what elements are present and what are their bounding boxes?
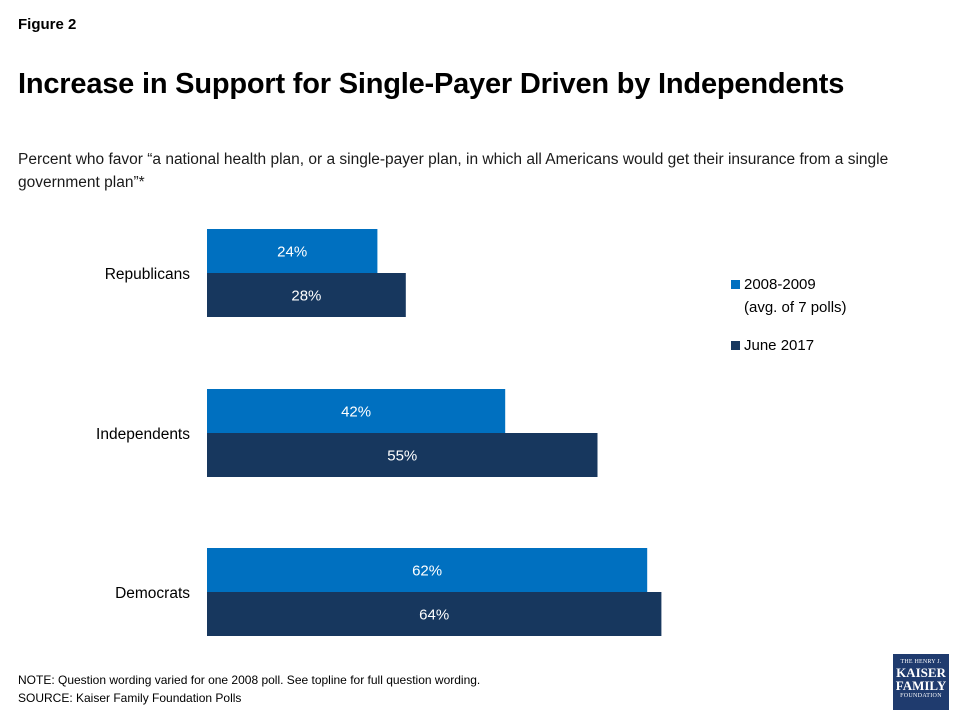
bar-democrats-series-2 bbox=[207, 592, 662, 636]
note-text: NOTE: Question wording varied for one 20… bbox=[18, 673, 481, 687]
logo-line-3: FAMILY bbox=[895, 678, 947, 693]
figure-label: Figure 2 bbox=[18, 16, 77, 33]
footnote: NOTE: Question wording varied for one 20… bbox=[18, 671, 480, 707]
bar-independents-series-1 bbox=[207, 389, 506, 433]
category-label-independents: Independents bbox=[96, 426, 190, 443]
legend-swatch-2 bbox=[731, 341, 740, 350]
legend-label-1-line-2: (avg. of 7 polls) bbox=[744, 299, 847, 316]
logo-line-2: KAISER bbox=[896, 665, 946, 680]
legend-swatch-1 bbox=[731, 280, 740, 289]
bar-democrats-series-1 bbox=[207, 548, 648, 592]
source-text: SOURCE: Kaiser Family Foundation Polls bbox=[18, 691, 242, 705]
kff-logo: THE HENRY J. KAISER FAMILY FOUNDATION bbox=[893, 654, 949, 710]
data-label-independents-series-2: 55% bbox=[387, 448, 417, 465]
logo-line-4: FOUNDATION bbox=[900, 693, 942, 699]
logo-line-1: THE HENRY J. bbox=[900, 659, 942, 665]
data-label-democrats-series-2: 64% bbox=[419, 607, 449, 624]
chart-subtitle: Percent who favor “a national health pla… bbox=[18, 151, 889, 191]
data-label-republicans-series-1: 24% bbox=[277, 244, 307, 261]
bar-republicans-series-1 bbox=[207, 229, 378, 273]
bar-independents-series-2 bbox=[207, 433, 598, 477]
category-label-democrats: Democrats bbox=[115, 585, 190, 602]
category-label-republicans: Republicans bbox=[105, 266, 191, 283]
legend-label-1: 2008-2009 bbox=[744, 276, 816, 293]
data-label-independents-series-1: 42% bbox=[341, 404, 371, 421]
legend-label-2: June 2017 bbox=[744, 337, 814, 354]
chart-title: Increase in Support for Single-Payer Dri… bbox=[18, 68, 845, 100]
bar-republicans-series-2 bbox=[207, 273, 406, 317]
data-label-democrats-series-1: 62% bbox=[412, 563, 442, 580]
data-label-republicans-series-2: 28% bbox=[291, 288, 321, 305]
